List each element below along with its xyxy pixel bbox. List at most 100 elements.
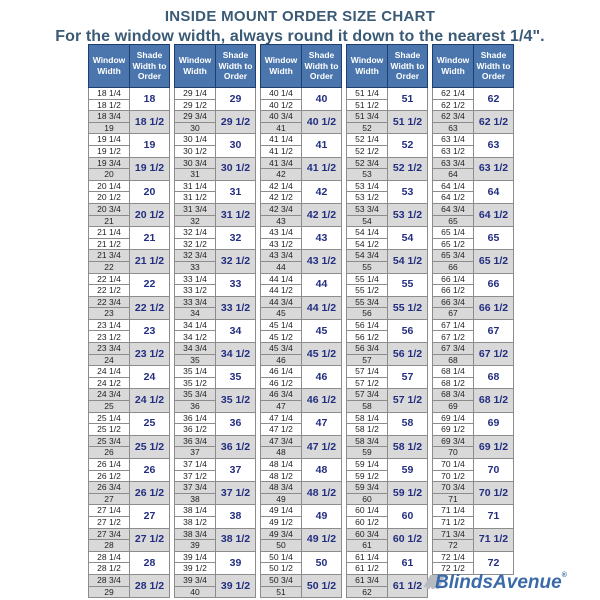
shade-width-cell: 67 1/2 (473, 342, 514, 367)
window-width-cell: 48 1/4 (260, 458, 302, 471)
shade-width-cell: 43 (301, 226, 342, 251)
shade-width-cell: 65 1/2 (473, 249, 514, 274)
window-width-cell: 47 1/2 (260, 423, 302, 436)
window-width-cell: 50 1/4 (260, 550, 302, 564)
window-width-cell: 68 1/4 (432, 365, 474, 378)
shade-width-cell: 62 1/2 (473, 110, 514, 135)
window-width-cell: 30 3/4 (174, 156, 216, 170)
shade-width-cell: 59 (387, 457, 428, 483)
window-width-cell: 32 1/2 (174, 237, 216, 251)
window-width-cell: 51 1/4 (346, 87, 388, 100)
window-width-cell: 21 1/2 (88, 237, 130, 251)
window-width-cell: 44 (260, 260, 302, 274)
window-width-cell: 47 1/4 (260, 411, 302, 425)
window-width-cell: 67 (432, 307, 474, 320)
shade-width-cell: 64 1/2 (473, 202, 514, 228)
shade-width-cell: 26 1/2 (129, 481, 170, 506)
window-width-cell: 38 1/4 (174, 504, 216, 517)
shade-width-cell: 24 (129, 365, 170, 390)
window-width-cell: 41 1/4 (260, 133, 302, 146)
size-table-3: Window Width Shade Width to Order 40 1/4 40… (260, 44, 342, 599)
window-width-cell: 59 1/4 (346, 458, 388, 471)
window-width-cell: 68 1/2 (432, 376, 474, 390)
window-width-cell: 57 3/4 (346, 388, 388, 402)
window-width-cell: 23 (88, 307, 130, 320)
shade-width-header: Shade Width to Order (473, 44, 514, 88)
shade-width-cell: 46 1/2 (301, 388, 342, 413)
shade-width-cell: 33 1/2 (215, 295, 256, 320)
window-width-cell: 25 1/4 (88, 411, 130, 425)
window-width-cell: 48 1/2 (260, 469, 302, 483)
shade-width-cell: 68 (473, 365, 514, 390)
window-width-cell: 59 3/4 (346, 481, 388, 494)
shade-width-cell: 64 (473, 179, 514, 204)
window-width-cell: 28 1/2 (88, 562, 130, 575)
window-width-cell: 70 1/2 (432, 469, 474, 483)
window-width-cell: 22 (88, 260, 130, 274)
window-width-cell: 56 1/2 (346, 330, 388, 344)
shade-width-cell: 20 (129, 179, 170, 204)
shade-width-cell: 41 (301, 133, 342, 158)
shade-width-cell: 57 1/2 (387, 388, 428, 413)
shade-width-cell: 30 (215, 133, 256, 158)
window-width-header: Window Width (174, 44, 216, 88)
shade-width-cell: 57 (387, 365, 428, 390)
window-width-cell: 71 3/4 (432, 527, 474, 541)
shade-width-cell: 63 (473, 133, 514, 158)
window-width-cell: 57 1/2 (346, 376, 388, 390)
window-width-cell: 34 (174, 307, 216, 320)
window-width-cell: 62 (346, 585, 388, 599)
window-width-cell: 68 3/4 (432, 388, 474, 402)
window-width-cell: 60 3/4 (346, 527, 388, 541)
window-width-cell: 29 1/2 (174, 98, 216, 112)
shade-width-cell: 30 1/2 (215, 156, 256, 181)
shade-width-cell: 55 (387, 272, 428, 297)
window-width-cell: 64 1/2 (432, 191, 474, 204)
window-width-cell: 25 3/4 (88, 434, 130, 448)
shade-width-cell: 19 (129, 133, 170, 158)
shade-width-header: Shade Width to Order (215, 44, 256, 88)
window-width-cell: 36 1/4 (174, 411, 216, 425)
shade-width-cell: 45 (301, 318, 342, 344)
window-width-cell: 65 1/4 (432, 226, 474, 239)
window-width-cell: 42 1/4 (260, 179, 302, 193)
shade-width-cell: 28 (129, 550, 170, 575)
window-width-cell: 43 3/4 (260, 249, 302, 262)
shade-width-cell: 58 1/2 (387, 434, 428, 460)
window-width-cell: 40 1/2 (260, 98, 302, 112)
window-width-cell: 31 (174, 168, 216, 181)
shade-width-cell: 19 1/2 (129, 156, 170, 181)
window-width-cell: 27 3/4 (88, 527, 130, 541)
window-width-cell: 23 1/2 (88, 330, 130, 344)
window-width-cell: 36 3/4 (174, 434, 216, 448)
window-width-cell: 55 (346, 260, 388, 274)
window-width-cell: 51 3/4 (346, 110, 388, 123)
shade-width-cell: 21 (129, 226, 170, 251)
shade-width-cell: 44 1/2 (301, 295, 342, 320)
shade-width-cell: 42 (301, 179, 342, 204)
shade-width-cell: 69 1/2 (473, 434, 514, 460)
size-table-5: Window Width Shade Width to Order 62 1/4 62… (432, 44, 514, 575)
window-width-cell: 18 1/4 (88, 87, 130, 100)
window-width-cell: 49 1/2 (260, 515, 302, 529)
window-width-cell: 45 3/4 (260, 342, 302, 355)
shade-width-cell: 40 (301, 86, 342, 112)
window-width-cell: 25 1/2 (88, 423, 130, 436)
window-width-cell: 59 (346, 446, 388, 459)
window-width-cell: 44 1/2 (260, 284, 302, 297)
window-width-cell: 72 1/2 (432, 562, 474, 575)
window-width-cell: 57 1/4 (346, 365, 388, 378)
shade-width-cell: 23 (129, 318, 170, 344)
window-width-cell: 56 3/4 (346, 342, 388, 355)
window-width-cell: 45 1/4 (260, 318, 302, 332)
window-width-cell: 60 (346, 492, 388, 506)
window-width-cell: 35 1/4 (174, 365, 216, 378)
window-width-cell: 22 3/4 (88, 295, 130, 309)
window-width-cell: 55 1/4 (346, 272, 388, 286)
window-width-cell: 44 1/4 (260, 272, 302, 286)
window-width-cell: 61 1/4 (346, 550, 388, 564)
window-width-cell: 68 (432, 353, 474, 367)
shade-width-cell: 50 1/2 (301, 573, 342, 599)
window-width-cell: 36 (174, 400, 216, 413)
window-width-cell: 34 1/4 (174, 318, 216, 332)
